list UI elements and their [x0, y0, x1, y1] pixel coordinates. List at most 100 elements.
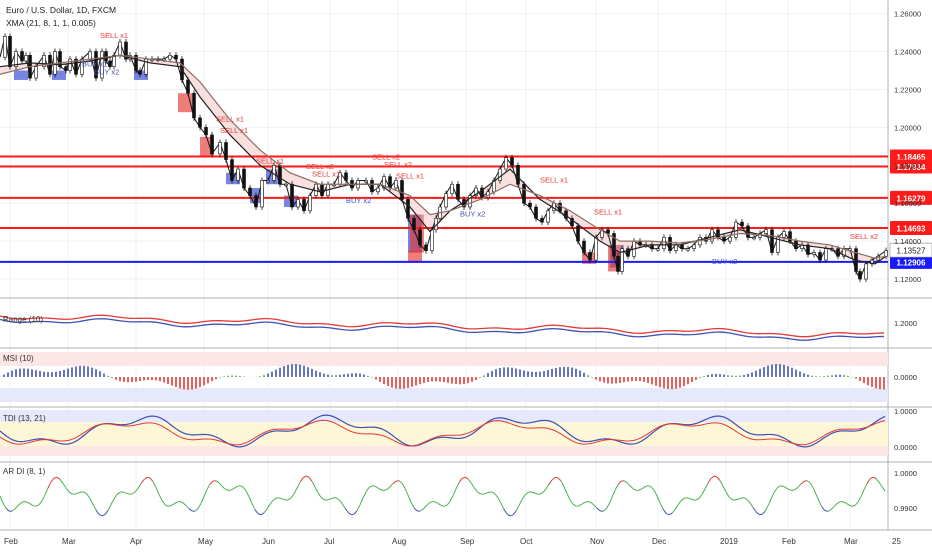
ardi-segment [231, 488, 234, 490]
ardi-segment [222, 486, 225, 489]
ardi-segment [882, 487, 885, 491]
ardi-segment [405, 488, 408, 495]
ardi-segment [141, 480, 144, 484]
ardi-segment [714, 476, 717, 477]
ardi-segment [114, 494, 117, 498]
x-tick-label: Jul [324, 537, 334, 546]
candle-body [765, 230, 768, 234]
ardi-segment [648, 486, 651, 487]
ardi-segment [258, 514, 261, 515]
ardi-segment [564, 487, 567, 494]
candle-body [187, 80, 190, 93]
ardi-segment [159, 494, 162, 500]
ardi-segment [771, 493, 774, 499]
candle-body [783, 232, 786, 238]
ardi-segment [846, 503, 849, 505]
ardi-segment [354, 511, 357, 514]
candle-body [535, 207, 538, 218]
buy-signal-label: BUY x2 [712, 257, 737, 266]
ardi-segment [447, 502, 450, 506]
sell-signal-label: SELL x1 [220, 126, 248, 135]
sell-signal-label: SELL x1 [256, 156, 284, 165]
ardi-segment [306, 476, 309, 477]
y-tick-label: 1.14000 [894, 237, 921, 246]
ardi-segment [249, 497, 252, 504]
ardi-segment [33, 506, 36, 507]
candle-body [345, 173, 348, 181]
ardi-segment [843, 502, 846, 503]
candle-body [865, 264, 868, 279]
candle-body [175, 55, 178, 59]
ardi-segment [18, 503, 21, 506]
x-tick-label: Aug [392, 537, 406, 546]
candle-body [35, 67, 38, 78]
ardi-segment [690, 499, 693, 500]
candle-body [21, 52, 24, 61]
ardi-segment [639, 489, 642, 491]
ardi-segment [105, 510, 108, 514]
ardi-segment [57, 477, 60, 479]
ardi-segment [558, 478, 561, 481]
candle-body [413, 218, 416, 229]
candle-body [225, 143, 228, 160]
candle-body [885, 251, 888, 257]
ardi-segment [519, 500, 522, 506]
ardi-segment [828, 510, 831, 512]
candle-body [419, 230, 422, 245]
ardi-segment [174, 502, 177, 504]
ardi-segment [543, 489, 546, 493]
ardi-segment [855, 502, 858, 505]
candle-body [657, 249, 660, 251]
ardi-segment [411, 502, 414, 508]
candle-body [279, 165, 282, 184]
ardi-segment [51, 478, 54, 482]
ardi-segment [126, 493, 129, 494]
ardi-segment [870, 477, 873, 479]
ardi-segment [375, 486, 378, 488]
ardi-segment [684, 498, 687, 499]
candle-body [717, 230, 720, 238]
candle-body [395, 180, 398, 188]
candle-body [451, 184, 454, 193]
candle-body [321, 184, 324, 195]
ardi-segment [702, 489, 705, 495]
candle-body [559, 203, 562, 211]
panel-tick: 1.2000 [894, 319, 917, 328]
ardi-segment [441, 505, 444, 506]
ardi-segment [498, 498, 501, 504]
ardi-segment [243, 487, 246, 491]
candle-body [169, 55, 172, 59]
candle-body [261, 180, 264, 207]
candle-body [231, 160, 234, 181]
ardi-segment [645, 486, 648, 487]
ardi-segment [252, 504, 255, 510]
ardi-segment [546, 484, 549, 489]
x-tick-label: May [198, 537, 213, 546]
ardi-segment [597, 508, 600, 511]
ardi-segment [510, 515, 513, 516]
ardi-segment [774, 488, 777, 493]
ardi-segment [531, 492, 534, 493]
ardi-segment [867, 479, 870, 484]
ardi-segment [615, 485, 618, 491]
candle-body [681, 245, 684, 249]
ardi-segment [468, 479, 471, 483]
ardi-segment [666, 513, 669, 514]
ardi-segment [534, 493, 537, 494]
ardi-segment [612, 490, 615, 497]
ardi-segment [363, 492, 366, 498]
ardi-segment [156, 488, 159, 495]
ardi-segment [789, 490, 792, 491]
ardi-segment [642, 487, 645, 489]
ardi-segment [183, 503, 186, 506]
ardi-segment [450, 496, 453, 502]
x-tick-label: 25 [892, 537, 901, 546]
candle-body [577, 226, 580, 241]
ardi-segment [549, 480, 552, 484]
candle-body [309, 196, 312, 211]
candle-body [583, 241, 586, 252]
ardi-segment [177, 502, 180, 503]
candle-body [547, 211, 550, 222]
